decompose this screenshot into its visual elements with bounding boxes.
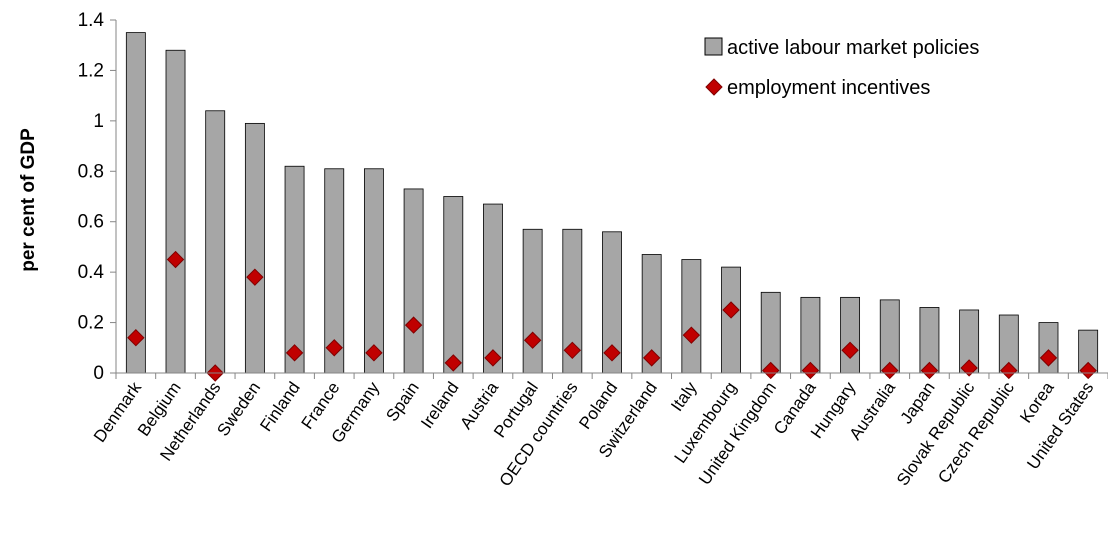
- y-axis: 0 0.2 0.4 0.6 0.8 1 1.2 1.4: [78, 10, 117, 384]
- marker: [722, 301, 740, 319]
- bar: [721, 266, 741, 374]
- marker: [484, 349, 502, 367]
- marker: [404, 316, 423, 334]
- y-tick-label: 0: [93, 363, 104, 384]
- y-tick-label: 0.8: [78, 161, 104, 182]
- marker: [523, 331, 542, 349]
- y-tick-label: 1.4: [78, 10, 105, 31]
- marker: [762, 361, 780, 380]
- bar: [205, 110, 226, 374]
- bar: [760, 291, 781, 374]
- bar: [363, 168, 384, 374]
- bar: [403, 188, 424, 374]
- bar: [681, 259, 702, 374]
- marker: [801, 361, 820, 380]
- marker: [285, 344, 304, 362]
- marker: [1079, 361, 1097, 380]
- markers: [127, 250, 1097, 382]
- marker: [920, 361, 939, 380]
- y-axis-label: per cent of GDP: [18, 128, 39, 272]
- marker: [682, 326, 701, 344]
- marker: [1039, 349, 1058, 367]
- x-tick-label: Spain: [382, 378, 423, 425]
- bar: [840, 296, 861, 374]
- marker: [127, 328, 145, 347]
- marker: [1000, 361, 1018, 380]
- marker: [603, 344, 621, 362]
- x-tick-label: Finland: [256, 378, 304, 435]
- y-tick-label: 0.6: [78, 212, 104, 233]
- x-tick-label: Italy: [667, 378, 701, 415]
- x-axis: DenmarkBelgiumNetherlandsSwedenFinlandFr…: [90, 372, 1108, 490]
- bar: [522, 228, 543, 374]
- marker: [960, 359, 978, 377]
- bar: [165, 49, 186, 374]
- bar: [800, 296, 821, 374]
- bar: [125, 32, 146, 374]
- y-tick-label: 1.2: [78, 60, 104, 81]
- legend-swatch-active-labour: [704, 37, 723, 56]
- marker: [365, 344, 383, 362]
- bars: [125, 32, 1099, 374]
- bar: [443, 196, 464, 374]
- marker: [444, 354, 462, 372]
- y-tick-label: 0.4: [78, 262, 105, 283]
- bar: [244, 122, 265, 374]
- y-tick-label: 1: [93, 111, 104, 132]
- legend-label-employment-incentives: employment incentives: [727, 77, 930, 99]
- x-tick-label: Japan: [897, 378, 939, 427]
- bar: [284, 165, 305, 374]
- marker: [166, 250, 185, 269]
- legend-marker-employment-incentives: [705, 78, 723, 96]
- marker: [881, 361, 899, 380]
- marker: [246, 268, 264, 286]
- marker: [642, 349, 661, 367]
- x-tick-label: Denmark: [90, 378, 145, 446]
- marker: [325, 339, 343, 357]
- legend-label-active-labour: active labour market policies: [727, 37, 979, 59]
- y-tick-label: 0.2: [78, 313, 104, 334]
- x-tick-label: Ireland: [417, 378, 462, 431]
- marker: [841, 341, 859, 360]
- y-axis-label-group: per cent of GDP: [18, 128, 39, 272]
- x-tick-label: Korea: [1016, 378, 1058, 427]
- legend: active labour market policies employment…: [704, 37, 979, 99]
- marker: [563, 341, 582, 360]
- bar: [483, 203, 503, 374]
